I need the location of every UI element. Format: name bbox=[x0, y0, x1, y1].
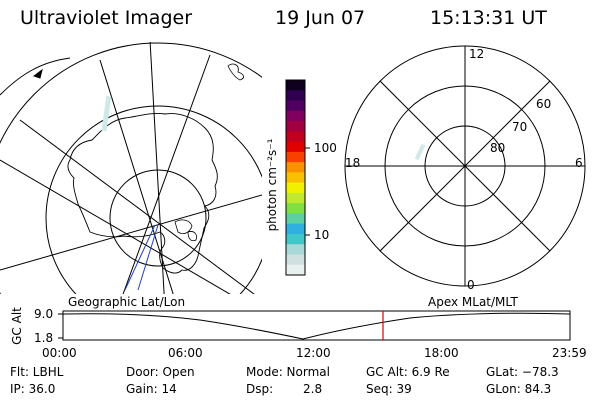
info-dsp-label: Dsp: bbox=[246, 382, 274, 396]
apex-polar-plot bbox=[344, 45, 586, 287]
aurora-emission bbox=[414, 143, 426, 161]
colorbar-segment bbox=[286, 151, 305, 163]
lat-label-80: 80 bbox=[490, 141, 506, 155]
altitude-curve bbox=[62, 312, 571, 340]
colorbar-segment bbox=[286, 213, 305, 225]
time-label: 15:13:31 UT bbox=[430, 7, 547, 29]
info-ip: IP: 36.0 bbox=[10, 382, 56, 396]
colorbar-segment bbox=[286, 80, 305, 91]
info-glat: GLat: −78.3 bbox=[486, 365, 559, 379]
colorbar-segment bbox=[286, 254, 305, 266]
colorbar-border bbox=[285, 79, 306, 276]
colorbar-segment bbox=[286, 244, 305, 255]
meridian-line bbox=[0, 159, 231, 294]
mlt-label-18: 18 bbox=[345, 156, 361, 170]
timeline-y-label: GC Alt bbox=[10, 307, 24, 345]
lat-circle-outer bbox=[0, 42, 262, 294]
colorbar-unit-label: photon cm⁻²s⁻¹ bbox=[265, 138, 279, 232]
timeline-y-bottom: 1.8 bbox=[34, 331, 54, 345]
info-filter: Flt: LBHL bbox=[10, 365, 64, 379]
colorbar bbox=[285, 79, 306, 276]
timeline-x-tick-1: 06:00 bbox=[168, 346, 203, 360]
track-line bbox=[137, 224, 159, 291]
colorbar-segment bbox=[286, 162, 305, 173]
geographic-map bbox=[0, 42, 262, 294]
meridian-line bbox=[19, 119, 255, 294]
apex-label: Apex MLat/MLT bbox=[428, 295, 518, 309]
colorbar-segment bbox=[286, 121, 305, 132]
colorbar-segment bbox=[286, 90, 305, 102]
mlt-label-0: 0 bbox=[467, 278, 475, 292]
colorbar-segment bbox=[286, 141, 305, 153]
lat-label-70: 70 bbox=[512, 120, 528, 134]
antarctica-coastline bbox=[67, 113, 218, 274]
info-seq: Seq: 39 bbox=[366, 382, 412, 396]
instrument-title: Ultraviolet Imager bbox=[20, 7, 193, 29]
colorbar-segment bbox=[286, 100, 305, 112]
lat-circle-mid bbox=[45, 105, 262, 294]
meridian-line bbox=[149, 42, 165, 294]
track-line bbox=[124, 224, 156, 291]
colorbar-segment bbox=[286, 172, 305, 184]
colorbar-tick-label-10: 10 bbox=[314, 228, 330, 242]
colorbar-segment bbox=[286, 203, 305, 214]
date-label: 19 Jun 07 bbox=[275, 7, 366, 29]
terminator-arrow bbox=[32, 68, 43, 79]
colorbar-segment bbox=[286, 110, 305, 122]
polar-diagonal bbox=[379, 80, 551, 252]
timeline-frame bbox=[62, 310, 571, 341]
altitude-timeline bbox=[58, 310, 571, 341]
colorbar-segment bbox=[286, 182, 305, 194]
info-glon: GLon: 84.3 bbox=[486, 382, 552, 396]
colorbar-segment bbox=[286, 192, 305, 204]
coastline-islands bbox=[174, 219, 197, 242]
timeline-y-top: 9.0 bbox=[34, 307, 54, 321]
colorbar-segment bbox=[286, 264, 305, 276]
timeline-x-tick-4: 23:59 bbox=[552, 346, 587, 360]
timeline-x-tick-0: 00:00 bbox=[42, 346, 77, 360]
info-dsp-value: 2.8 bbox=[303, 382, 323, 396]
timeline-x-tick-3: 18:00 bbox=[424, 346, 459, 360]
meridian-line bbox=[122, 54, 211, 294]
geographic-label: Geographic Lat/Lon bbox=[68, 295, 186, 309]
terminator-arc bbox=[0, 57, 71, 96]
info-gain: Gain: 14 bbox=[126, 382, 177, 396]
meridian-line bbox=[0, 194, 262, 271]
info-mode: Mode: Normal bbox=[246, 365, 330, 379]
lat-label-60: 60 bbox=[536, 97, 552, 111]
mlt-label-12: 12 bbox=[469, 47, 485, 61]
colorbar-segment bbox=[286, 233, 305, 245]
colorbar-segment bbox=[286, 131, 305, 143]
lat-circle-inner bbox=[109, 169, 207, 267]
info-gc-alt: GC Alt: 6.9 Re bbox=[366, 365, 450, 379]
colorbar-tick-label-100: 100 bbox=[314, 141, 337, 155]
coast-fragment bbox=[227, 63, 244, 81]
timeline-x-tick-2: 12:00 bbox=[296, 346, 331, 360]
info-door: Door: Open bbox=[126, 365, 195, 379]
aurora-emission bbox=[101, 95, 112, 132]
mlt-label-6: 6 bbox=[575, 156, 583, 170]
colorbar-segment bbox=[286, 223, 305, 235]
